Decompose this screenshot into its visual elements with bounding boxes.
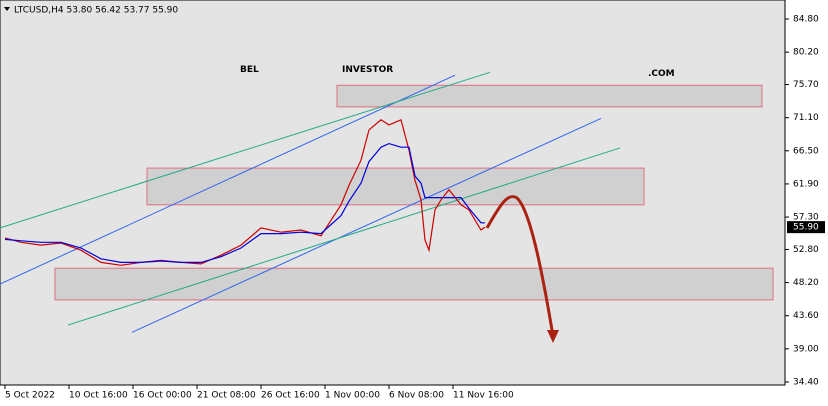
- forecast-arrow: [485, 195, 555, 337]
- trend-line: [0, 74, 456, 285]
- price-line: [4, 142, 485, 263]
- price-line: [4, 118, 486, 266]
- x-tick-label: 10 Oct 16:00: [69, 391, 128, 401]
- y-tick-label: 39.00: [793, 344, 819, 354]
- watermark: BEL INVESTOR .COM: [240, 65, 675, 79]
- zone: [54, 267, 774, 301]
- arrow-head: [547, 330, 559, 343]
- last-price-label: 55.90: [793, 223, 819, 233]
- watermark-part: .COM: [648, 69, 675, 79]
- last-price-box: [787, 221, 825, 234]
- y-tick-label: 52.80: [793, 245, 819, 255]
- x-tick-label: 6 Nov 08:00: [389, 391, 444, 401]
- x-tick-label: 26 Oct 16:00: [261, 391, 320, 401]
- x-tick-label: 21 Oct 08:00: [197, 391, 256, 401]
- x-tick-label: 1 Nov 00:00: [325, 391, 380, 401]
- watermark-part: BEL: [240, 65, 259, 75]
- y-tick-label: 84.80: [793, 15, 819, 25]
- header-icon: [4, 7, 10, 11]
- y-tick-label: 80.20: [793, 48, 819, 58]
- chart-header: LTCUSD,H4 53.80 56.42 53.77 55.90: [14, 6, 178, 16]
- trend-line: [131, 117, 602, 333]
- zone: [336, 84, 763, 108]
- trend-line: [67, 147, 621, 326]
- y-tick-label: 34.40: [793, 377, 819, 387]
- x-tick-label: 5 Oct 2022: [5, 391, 55, 401]
- trend-line: [0, 71, 491, 229]
- x-axis-area: [0, 385, 828, 406]
- watermark-part: INVESTOR: [342, 65, 393, 75]
- y-tick-label: 61.90: [793, 179, 819, 189]
- zone: [146, 167, 645, 206]
- x-tick-label: 11 Nov 16:00: [453, 391, 514, 401]
- x-tick-label: 16 Oct 00:00: [133, 391, 192, 401]
- y-tick-label: 48.20: [793, 278, 819, 288]
- y-axis-area: [785, 0, 828, 385]
- y-tick-label: 71.10: [793, 113, 819, 123]
- y-tick-label: 57.30: [793, 213, 819, 223]
- y-tick-label: 43.60: [793, 311, 819, 321]
- y-tick-label: 75.70: [793, 80, 819, 90]
- y-tick-label: 66.50: [793, 146, 819, 156]
